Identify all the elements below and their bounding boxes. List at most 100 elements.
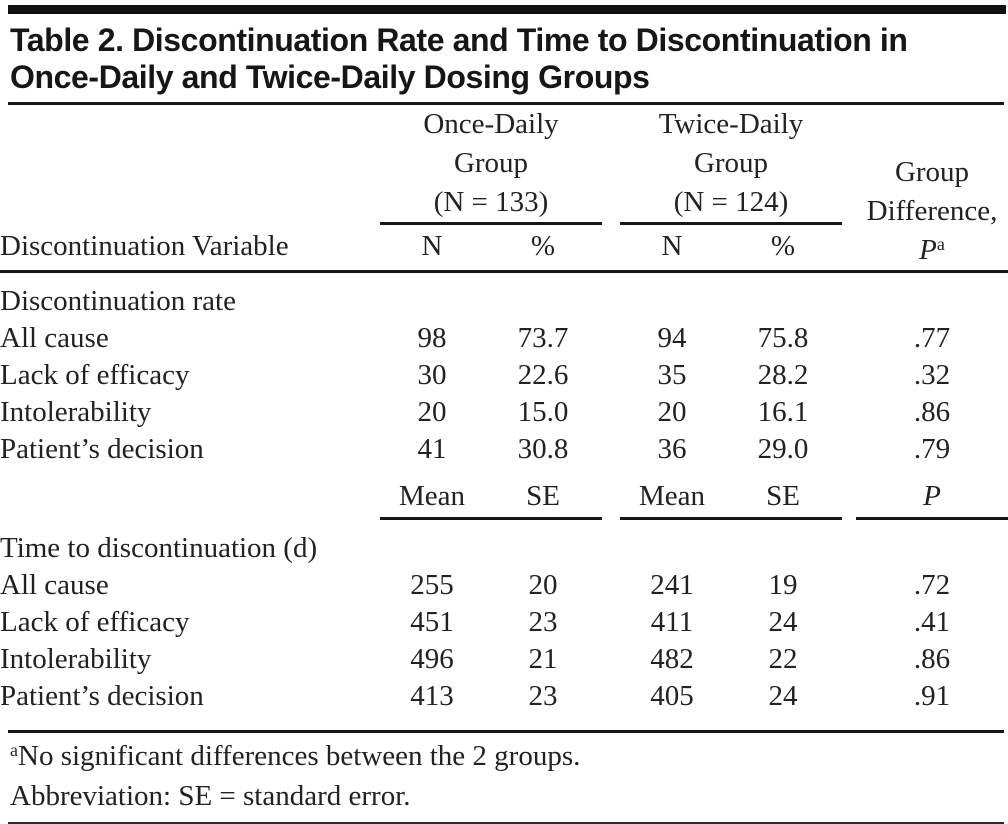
row-label: Lack of efficacy <box>0 606 190 638</box>
stub-spacer <box>0 468 380 519</box>
footnote-significance: aNo significant differences between the … <box>10 739 1002 773</box>
column-gap <box>842 223 856 273</box>
group2-spanner-header: Twice-Daily Group (N = 124) <box>620 105 842 225</box>
column-gap <box>842 468 856 519</box>
column-gap <box>602 641 620 678</box>
cell-pvalue: .72 <box>913 569 951 601</box>
group2-n: (N = 124) <box>673 186 789 218</box>
group2-mean-header: Mean <box>620 468 724 520</box>
row-label: Intolerability <box>0 643 152 675</box>
column-header-row: Discontinuation Variable N % N % <box>0 223 1008 273</box>
cell-n-twice: 35 <box>657 359 687 391</box>
column-gap <box>842 357 856 394</box>
table-row: Patient’s decision 413 23 405 24 .91 <box>0 678 1008 724</box>
column-gap <box>602 604 620 641</box>
group2-line2: Group <box>693 147 769 179</box>
table-title-line2: Once-Daily and Twice-Daily Dosing Groups <box>10 59 650 95</box>
footnote-text: Abbreviation: SE = standard error. <box>10 780 411 812</box>
footnote-divider <box>8 730 1004 733</box>
table-row: Patient’s decision 41 30.8 36 29.0 .79 <box>0 431 1008 468</box>
group1-se-header: SE <box>484 468 602 520</box>
table-figure: Table 2. Discontinuation Rate and Time t… <box>0 5 1008 824</box>
cell-se-twice: 19 <box>768 569 798 601</box>
group1-spanner-header: Once-Daily Group (N = 133) <box>380 105 602 225</box>
cell-pct-twice: 16.1 <box>757 396 809 428</box>
cell-pvalue: .32 <box>913 359 951 391</box>
group2-n-header: N <box>620 223 724 273</box>
cell-pct-once: 22.6 <box>517 359 569 391</box>
table-title: Table 2. Discontinuation Rate and Time t… <box>10 22 1002 96</box>
title-divider <box>8 102 1004 105</box>
cell-pvalue: .86 <box>913 396 951 428</box>
cell-se-twice: 24 <box>768 680 798 712</box>
table-row: Lack of efficacy 30 22.6 35 28.2 .32 <box>0 357 1008 394</box>
section-heading: Discontinuation rate <box>0 285 236 317</box>
cell-pvalue: .77 <box>913 322 951 354</box>
cell-n-once: 30 <box>417 359 447 391</box>
pcol-symbol: P <box>919 234 937 266</box>
cell-mean-once: 496 <box>410 643 454 675</box>
table-row: Intolerability 496 21 482 22 .86 <box>0 641 1008 678</box>
column-gap <box>602 567 620 604</box>
section-heading: Time to discontinuation (d) <box>0 532 318 564</box>
pcol-line1: Group <box>894 156 970 188</box>
cell-pct-once: 30.8 <box>517 433 569 465</box>
column-gap <box>842 431 856 468</box>
cell-se-once: 23 <box>528 606 558 638</box>
column-gap <box>602 223 620 273</box>
cell-mean-twice: 241 <box>650 569 694 601</box>
mid-pvalue-header: P <box>856 468 1008 520</box>
column-gap <box>602 320 620 357</box>
column-gap <box>842 320 856 357</box>
row-label: Intolerability <box>0 396 152 428</box>
table-row: Intolerability 20 15.0 20 16.1 .86 <box>0 394 1008 431</box>
stub-spacer <box>0 105 380 224</box>
cell-n-once: 41 <box>417 433 447 465</box>
group2-line1: Twice-Daily <box>658 108 804 140</box>
group2-pct-header: % <box>724 223 842 273</box>
column-gap <box>602 678 620 724</box>
group1-line2: Group <box>453 147 529 179</box>
group1-pct-header: % <box>484 223 602 273</box>
data-table: Once-Daily Group (N = 133) Twice-Daily G… <box>0 105 1008 724</box>
cell-mean-twice: 411 <box>650 606 694 638</box>
cell-pct-once: 15.0 <box>517 396 569 428</box>
table-title-line1: Table 2. Discontinuation Rate and Time t… <box>10 22 908 58</box>
cell-n-once: 20 <box>417 396 447 428</box>
table-row: All cause 255 20 241 19 .72 <box>0 567 1008 604</box>
section-heading-row: Time to discontinuation (d) <box>0 519 1008 568</box>
cell-pvalue: .86 <box>913 643 951 675</box>
cell-n-once: 98 <box>417 322 447 354</box>
cell-pvalue: .41 <box>913 606 951 638</box>
cell-se-twice: 24 <box>768 606 798 638</box>
cell-pct-once: 73.7 <box>517 322 569 354</box>
pcol-line2: Difference, <box>866 195 998 227</box>
cell-se-once: 23 <box>528 680 558 712</box>
row-label: Patient’s decision <box>0 680 204 712</box>
cell-mean-once: 451 <box>410 606 454 638</box>
cell-mean-once: 413 <box>410 680 454 712</box>
group1-n: (N = 133) <box>433 186 549 218</box>
footnote-text: No significant differences between the 2… <box>18 740 581 772</box>
column-gap <box>602 431 620 468</box>
group1-line1: Once-Daily <box>423 108 559 140</box>
pvalue-column-header: Group Difference, Pa <box>856 105 1008 273</box>
footnote-abbreviation: Abbreviation: SE = standard error. <box>10 779 1002 813</box>
cell-se-twice: 22 <box>768 643 798 675</box>
cell-mean-once: 255 <box>410 569 454 601</box>
cell-se-once: 20 <box>528 569 558 601</box>
top-rule <box>8 5 1006 14</box>
cell-n-twice: 36 <box>657 433 687 465</box>
cell-n-twice: 94 <box>657 322 687 354</box>
group1-n-header: N <box>380 223 484 273</box>
column-gap <box>602 468 620 519</box>
table-row: Lack of efficacy 451 23 411 24 .41 <box>0 604 1008 641</box>
column-gap <box>842 678 856 724</box>
column-gap <box>842 105 856 224</box>
column-gap <box>602 105 620 224</box>
column-gap <box>842 604 856 641</box>
group1-mean-header: Mean <box>380 468 484 520</box>
cell-pvalue: .91 <box>913 680 951 712</box>
column-gap <box>842 641 856 678</box>
footnote-mark-a: a <box>10 740 18 760</box>
